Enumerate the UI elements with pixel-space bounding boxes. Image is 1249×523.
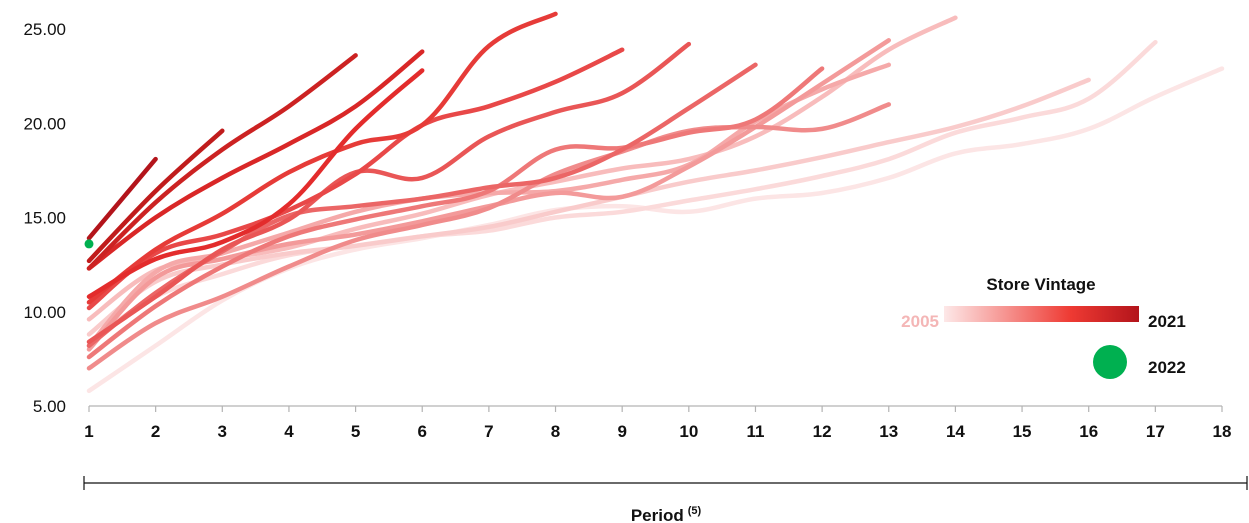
x-tick-label: 7 [484,422,493,441]
y-tick-label: 15.00 [23,209,66,228]
x-tick-label: 8 [551,422,560,441]
x-tick-label: 11 [746,422,764,441]
series-line-2006 [89,42,1155,342]
x-tick-label: 17 [1146,422,1165,441]
x-tick-label: 5 [351,422,360,441]
x-tick-label: 2 [151,422,160,441]
x-axis-label: Period (5) [631,505,702,523]
legend-point-marker [1093,345,1127,379]
x-tick-label: 6 [418,422,427,441]
y-axis: 5.00 10.00 15.00 20.00 25.00 [23,20,66,416]
y-tick-label: 10.00 [23,303,66,322]
x-axis-label-superscript: (5) [688,505,702,517]
x-tick-label: 3 [218,422,227,441]
x-tick-label: 9 [617,422,626,441]
x-axis: 1 2 3 4 5 6 7 8 9 10 11 12 13 14 15 16 17 18 [84,406,1231,441]
x-tick-label: 13 [879,422,898,441]
legend-title: Store Vintage [986,275,1095,294]
x-tick-label: 18 [1213,422,1232,441]
series-point-2022 [85,239,94,248]
x-tick-label: 16 [1079,422,1098,441]
x-tick-label: 1 [84,422,93,441]
legend-start-label: 2005 [901,312,939,331]
x-tick-label: 12 [813,422,832,441]
legend: Store Vintage 2005 2021 2022 [901,275,1186,379]
legend-end-label: 2021 [1148,312,1186,331]
legend-point-label: 2022 [1148,358,1186,377]
x-axis-label-group: Period (5) [84,476,1247,523]
series-line-2014 [89,44,689,342]
series-layer [85,14,1223,391]
x-tick-label: 14 [946,422,965,441]
x-tick-label: 4 [284,422,294,441]
x-tick-label: 15 [1013,422,1032,441]
legend-gradient-bar [944,306,1139,322]
x-axis-label-text: Period [631,506,684,523]
y-tick-label: 5.00 [33,397,66,416]
y-tick-label: 25.00 [23,20,66,39]
y-tick-label: 20.00 [23,114,66,133]
x-tick-label: 10 [679,422,698,441]
